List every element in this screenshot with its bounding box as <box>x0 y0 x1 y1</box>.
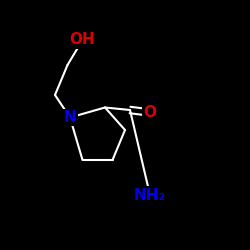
Text: OH: OH <box>70 32 96 48</box>
Text: NH₂: NH₂ <box>134 188 166 202</box>
Text: O: O <box>144 105 156 120</box>
Text: N: N <box>64 110 76 125</box>
